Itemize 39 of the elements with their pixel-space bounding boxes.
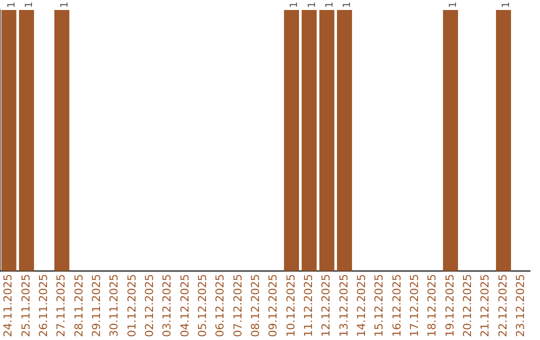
data-label: 1 (324, 2, 336, 8)
x-tick-label: 15.12.2025 (372, 274, 386, 338)
data-label: 1 (6, 2, 18, 8)
x-tick-label: 08.12.2025 (249, 274, 262, 338)
data-label: 1 (59, 2, 70, 8)
x-tick-label: 07.12.2025 (231, 274, 244, 338)
data-label: 1 (501, 2, 512, 8)
x-tick-label: 06.12.2025 (214, 274, 227, 338)
x-tick-label: 14.12.2025 (355, 274, 368, 338)
x-tick-label: 25.11.2025 (19, 274, 32, 338)
x-tick-label: 21.12.2025 (478, 274, 492, 338)
x-tick-label: 18.12.2025 (426, 274, 439, 338)
x-tick-label: 27.11.2025 (54, 274, 68, 338)
x-tick-label: 29.11.2025 (90, 274, 104, 338)
x-tick-label: 22.12.2025 (496, 274, 510, 338)
x-tick-label: 28.11.2025 (72, 274, 86, 338)
x-tick-label: 26.11.2025 (37, 274, 50, 338)
x-tick-label: 24.11.2025 (2, 274, 15, 338)
data-label: 1 (24, 2, 36, 8)
x-tick-label: 20.12.2025 (461, 274, 474, 338)
x-tick-label: 03.12.2025 (160, 274, 174, 338)
data-label: 1 (448, 2, 460, 8)
data-label: 1 (342, 2, 354, 8)
data-label: 1 (289, 2, 300, 8)
x-tick-label: 19.12.2025 (443, 274, 456, 338)
x-tick-label: 11.12.2025 (302, 274, 316, 338)
x-tick-label: 09.12.2025 (266, 274, 280, 338)
data-label: 1 (306, 2, 318, 8)
x-tick-label: 10.12.2025 (284, 274, 298, 338)
x-tick-label: 01.12.2025 (125, 274, 138, 338)
x-tick-label: 12.12.2025 (320, 274, 333, 338)
x-tick-label: 16.12.2025 (390, 274, 404, 338)
x-tick-label: 02.12.2025 (143, 274, 156, 338)
x-tick-label: 30.11.2025 (108, 274, 121, 338)
x-tick-label: 17.12.2025 (408, 274, 422, 338)
x-tick-label: 04.12.2025 (178, 274, 192, 338)
x-tick-label: 23.12.2025 (514, 274, 528, 338)
x-tick-label: 05.12.2025 (196, 274, 210, 338)
x-tick-label: 13.12.2025 (337, 274, 350, 338)
